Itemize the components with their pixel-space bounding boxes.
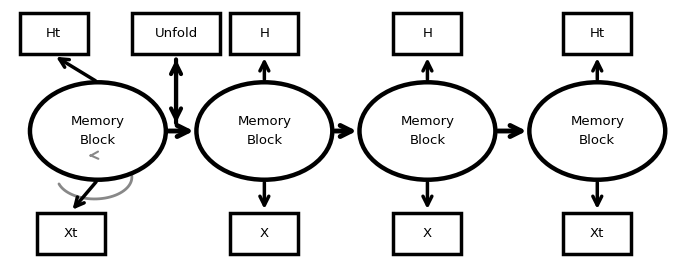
Text: Memory
Block: Memory Block	[238, 116, 291, 146]
FancyBboxPatch shape	[37, 213, 105, 254]
Text: Ht: Ht	[46, 27, 61, 40]
Text: Ht: Ht	[590, 27, 605, 40]
Ellipse shape	[30, 82, 166, 180]
FancyBboxPatch shape	[393, 213, 462, 254]
FancyBboxPatch shape	[563, 13, 632, 54]
Text: Memory
Block: Memory Block	[401, 116, 454, 146]
FancyBboxPatch shape	[20, 13, 88, 54]
Text: Unfold: Unfold	[154, 27, 198, 40]
Ellipse shape	[197, 82, 332, 180]
Text: Memory
Block: Memory Block	[571, 116, 624, 146]
FancyBboxPatch shape	[393, 13, 462, 54]
Text: Xt: Xt	[590, 227, 604, 240]
Ellipse shape	[530, 82, 665, 180]
Text: Memory
Block: Memory Block	[71, 116, 125, 146]
FancyBboxPatch shape	[230, 213, 299, 254]
Text: Xt: Xt	[64, 227, 78, 240]
Ellipse shape	[360, 82, 495, 180]
FancyBboxPatch shape	[230, 13, 299, 54]
Text: H: H	[423, 27, 432, 40]
Text: X: X	[423, 227, 432, 240]
FancyBboxPatch shape	[132, 13, 220, 54]
Text: H: H	[260, 27, 269, 40]
Text: X: X	[260, 227, 269, 240]
FancyBboxPatch shape	[563, 213, 632, 254]
